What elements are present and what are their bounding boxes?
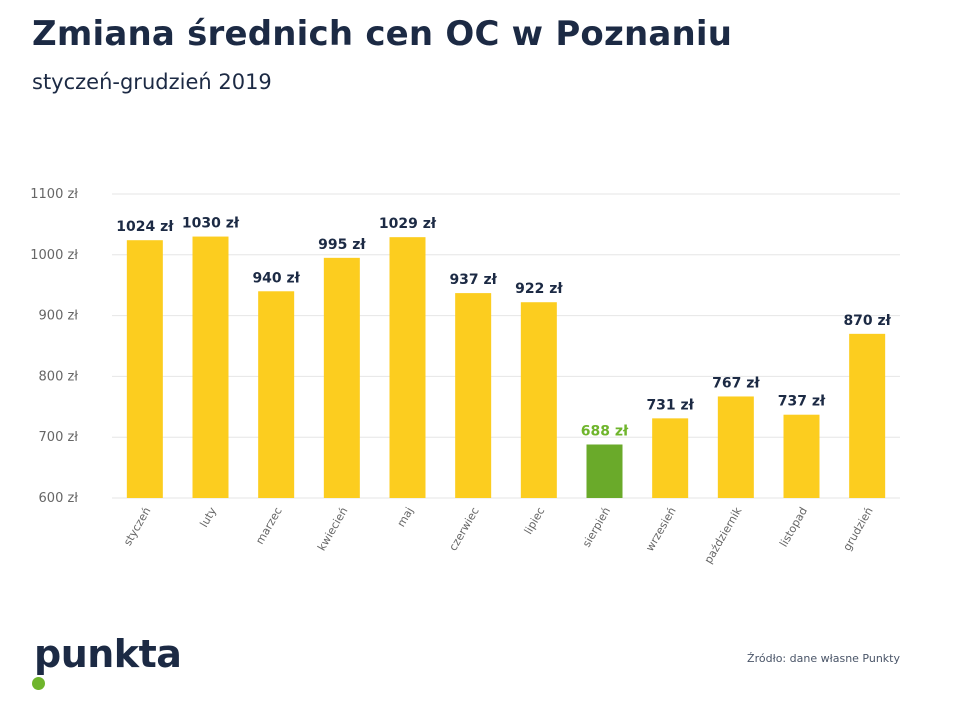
bar (192, 236, 229, 498)
bar (652, 418, 689, 498)
data-label: 1030 zł (182, 216, 240, 232)
bar (323, 257, 360, 498)
x-tick-label: styczeń (121, 505, 153, 548)
source-note: Źródło: dane własne Punkty (747, 652, 900, 665)
data-label: 688 zł (581, 423, 629, 439)
chart-title: Zmiana średnich cen OC w Poznaniu (32, 14, 733, 54)
bar (520, 302, 557, 498)
bar (258, 291, 295, 498)
x-tick-label: lipiec (522, 505, 548, 537)
logo-dot-icon (32, 677, 45, 690)
x-tick-label: sierpień (580, 505, 613, 550)
bar (455, 293, 492, 498)
x-tick-label: kwiecień (315, 505, 350, 553)
x-tick-label: wrzesień (643, 505, 679, 554)
bar (783, 414, 820, 498)
bar-chart: 600 zł 700 zł 800 zł 900 zł 1000 zł 1100 zł 10… (30, 187, 900, 566)
chart-subtitle: styczeń-grudzień 2019 (32, 70, 272, 94)
y-tick-label: 900 zł (39, 309, 79, 324)
x-tick-label: luty (197, 505, 219, 530)
bar (586, 444, 623, 498)
y-tick-label: 600 zł (39, 491, 79, 506)
data-label: 995 zł (318, 237, 366, 253)
x-tick-label: czerwiec (447, 505, 482, 553)
data-label: 870 zł (843, 313, 891, 329)
x-tick-label: grudzień (840, 505, 875, 553)
data-label: 922 zł (515, 281, 563, 297)
x-tick-label: marzec (253, 505, 285, 547)
y-tick-label: 1100 zł (30, 187, 78, 202)
data-label: 767 zł (712, 375, 760, 391)
bar (389, 237, 426, 498)
data-label: 940 zł (252, 270, 300, 286)
data-label: 1024 zł (116, 219, 174, 235)
x-tick-label: październik (702, 504, 745, 565)
punkta-logo: punkta (34, 632, 182, 676)
y-tick-label: 700 zł (39, 430, 79, 445)
y-tick-label: 1000 zł (30, 248, 78, 263)
bar (849, 333, 886, 498)
data-label: 737 zł (778, 394, 826, 410)
bar (717, 396, 754, 498)
x-tick-label: maj (395, 505, 417, 529)
bar (126, 240, 163, 498)
y-tick-label: 800 zł (39, 369, 79, 384)
x-tick-label: listopad (777, 505, 810, 549)
data-label: 1029 zł (379, 216, 437, 232)
data-label: 731 zł (646, 397, 694, 413)
data-label: 937 zł (449, 272, 497, 288)
